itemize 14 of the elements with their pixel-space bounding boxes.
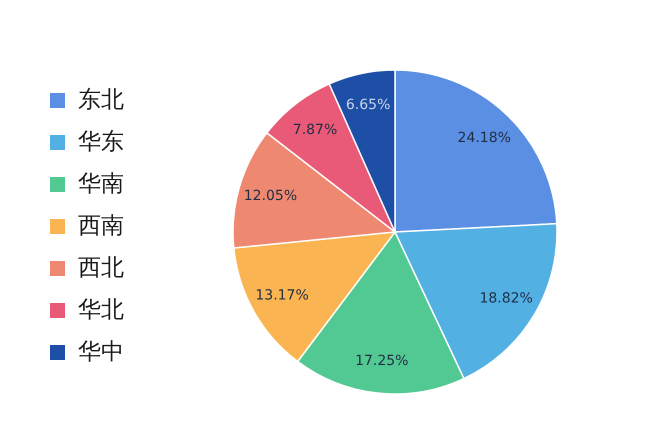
legend-label: 东北: [78, 87, 124, 113]
legend-label: 华东: [78, 129, 124, 155]
legend-label: 华中: [78, 339, 124, 365]
data-label: 13.17%: [255, 288, 309, 304]
legend-label: 西南: [78, 213, 124, 239]
data-label: 12.05%: [244, 188, 298, 204]
data-label: 7.87%: [292, 122, 338, 138]
data-label: 17.25%: [355, 352, 408, 369]
legend-label: 西北: [78, 255, 124, 281]
data-label: 6.65%: [346, 97, 390, 114]
data-label: 18.82%: [479, 290, 533, 307]
legend-label: 华北: [78, 297, 124, 323]
data-label: 24.18%: [458, 130, 511, 146]
legend-label: 华南: [78, 171, 124, 197]
